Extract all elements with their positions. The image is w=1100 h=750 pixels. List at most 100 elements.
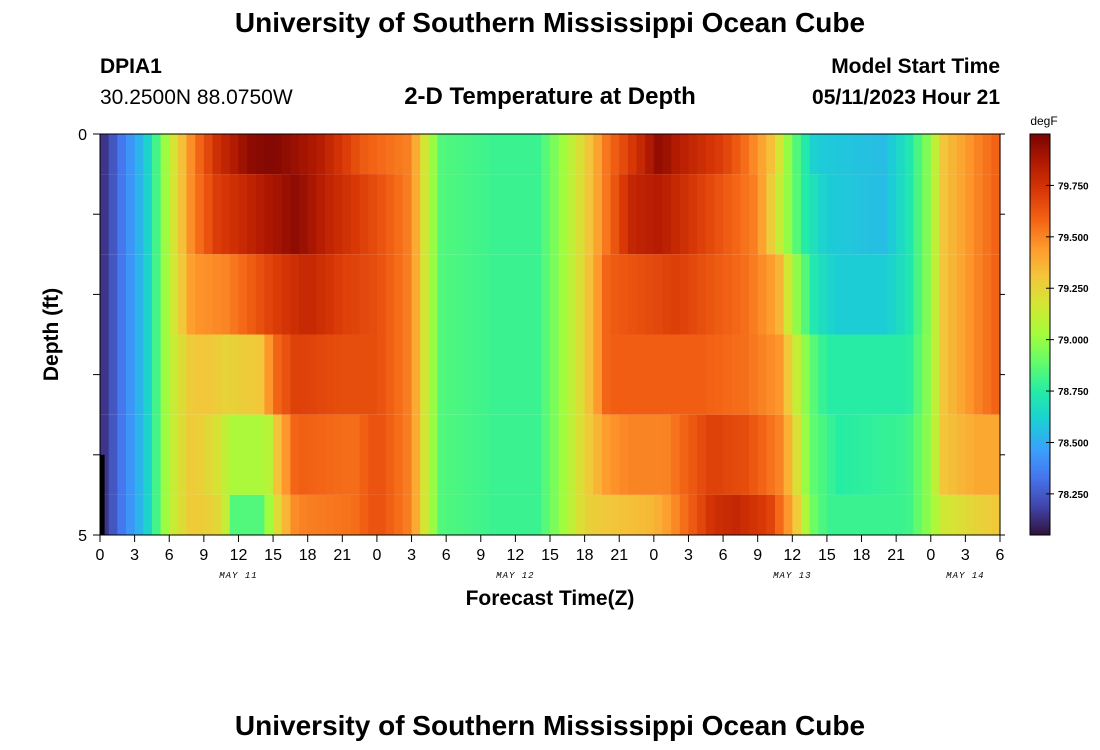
heat-cell	[221, 134, 231, 175]
heat-cell	[143, 494, 153, 535]
heat-cell	[601, 134, 612, 175]
heat-cell	[939, 174, 949, 255]
heat-cell	[368, 414, 378, 495]
heat-cell	[904, 254, 915, 335]
heat-cell	[948, 334, 958, 415]
heat-cell	[463, 334, 473, 415]
heat-cell	[169, 254, 179, 335]
heat-cell	[593, 414, 603, 495]
heat-cell	[359, 494, 369, 535]
x-tick-label: 3	[684, 547, 693, 564]
temperature-depth-chart: 0 3 6 9 12 15 18 21 0 3 6 9 12 15 18 21 0 3 6 9 12 15 18 21 0 3 6 M…	[40, 114, 1089, 610]
heat-cell	[229, 494, 240, 535]
heat-cell	[524, 174, 534, 255]
heat-cell	[567, 414, 577, 495]
heat-cell	[584, 174, 594, 255]
heat-cell	[524, 254, 534, 335]
heat-cell	[402, 414, 413, 495]
heat-cell	[792, 134, 802, 175]
heat-cell	[273, 134, 283, 175]
heat-cell	[117, 334, 127, 415]
heat-cell	[852, 254, 863, 335]
heat-cell	[775, 174, 785, 255]
heat-cell	[350, 414, 361, 495]
heat-cell	[342, 414, 352, 495]
x-tick-label: 18	[299, 547, 317, 564]
heat-cell	[723, 414, 733, 495]
heat-cell	[982, 494, 992, 535]
heat-cell	[264, 414, 274, 495]
heat-cell	[826, 134, 837, 175]
heat-cell	[887, 174, 897, 255]
heat-cell	[532, 134, 542, 175]
heat-cell	[316, 334, 326, 415]
heat-cell	[255, 134, 266, 175]
heat-cell	[541, 414, 551, 495]
x-tick-label: 6	[719, 547, 728, 564]
heat-cell	[454, 134, 465, 175]
heat-cell	[878, 134, 889, 175]
heat-cell	[922, 174, 932, 255]
heat-cell	[281, 414, 291, 495]
heat-cell	[550, 494, 560, 535]
heat-cell	[350, 254, 361, 335]
heat-cell	[316, 494, 326, 535]
heat-cell	[307, 174, 317, 255]
x-axis: 0 3 6 9 12 15 18 21 0 3 6 9 12 15 18 21 0 3 6 9 12 15 18 21 0 3 6 M…	[96, 534, 1005, 581]
colorbar-tick-label: 79.000	[1058, 336, 1089, 347]
heat-cell	[809, 254, 819, 335]
heat-cell	[636, 334, 646, 415]
heat-cell	[896, 414, 906, 495]
heat-cell	[844, 134, 854, 175]
heat-cell	[792, 254, 802, 335]
heat-cell	[506, 134, 516, 175]
heat-cell	[740, 174, 750, 255]
heat-cell	[134, 334, 144, 415]
heat-cell	[290, 254, 300, 335]
heat-cell	[567, 254, 577, 335]
heat-cell	[255, 494, 266, 535]
heat-cell	[922, 414, 932, 495]
heat-cell	[645, 254, 655, 335]
heat-cell	[117, 134, 127, 175]
heat-cell	[420, 174, 430, 255]
heat-cell	[567, 334, 577, 415]
heat-cell	[558, 494, 568, 535]
heat-cell	[818, 134, 828, 175]
heat-cell	[645, 174, 655, 255]
heat-cell	[307, 254, 317, 335]
heat-cell	[480, 254, 491, 335]
heat-cell	[835, 414, 845, 495]
heat-cell	[203, 254, 214, 335]
heat-cell	[212, 134, 222, 175]
x-tick-label: 6	[442, 547, 451, 564]
heat-cell	[887, 254, 897, 335]
heat-cell	[394, 174, 404, 255]
heat-cell	[662, 414, 672, 495]
heat-cell	[247, 414, 257, 495]
heat-cell	[965, 334, 975, 415]
heat-cell	[333, 174, 343, 255]
heat-cell	[688, 494, 698, 535]
heat-cell	[740, 334, 750, 415]
heat-cell	[454, 174, 465, 255]
heat-cell	[169, 494, 179, 535]
heat-cell	[679, 334, 690, 415]
heat-cell	[809, 134, 819, 175]
heat-cell	[160, 254, 170, 335]
heat-cell	[342, 494, 352, 535]
heat-cell	[524, 494, 534, 535]
heat-cell	[636, 134, 646, 175]
heat-cell	[307, 334, 317, 415]
heat-cell	[991, 254, 1001, 335]
heat-cell	[783, 134, 793, 175]
heat-cell	[420, 254, 430, 335]
heat-cell	[679, 414, 690, 495]
x-tick-label: 0	[649, 547, 658, 564]
heat-cell	[238, 174, 248, 255]
heat-cell	[238, 414, 248, 495]
heat-cell	[333, 414, 343, 495]
heat-cell	[463, 134, 473, 175]
heat-cell	[446, 174, 456, 255]
heat-cell	[930, 414, 941, 495]
